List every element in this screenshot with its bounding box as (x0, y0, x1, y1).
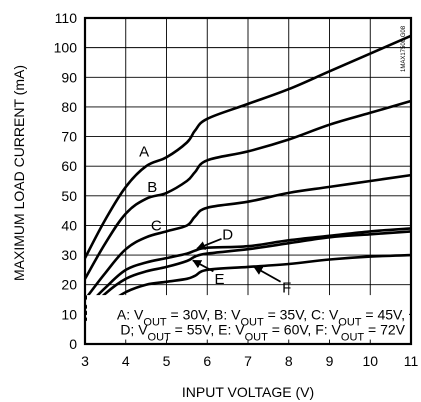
curve-b (83, 99, 412, 280)
legend-background (87, 295, 409, 340)
legend-line: D; VOUT = 55V, E: VOUT = 60V, F: VOUT = … (120, 322, 405, 344)
watermark: 1MAX17500 G08 (401, 25, 407, 72)
y-tick-label: 30 (61, 247, 77, 263)
curve-label-c: C (151, 217, 162, 234)
curve-e (84, 230, 412, 316)
y-tick-label: 40 (61, 217, 77, 233)
curve-label-f: F (282, 280, 291, 297)
curve-c (83, 173, 412, 301)
curve-label-a: A (139, 143, 149, 160)
curve-label-d: D (222, 226, 233, 243)
x-tick-label: 9 (326, 353, 334, 369)
arrow-e (192, 259, 214, 273)
x-tick-label: 6 (203, 353, 211, 369)
y-tick-label: 0 (69, 336, 77, 352)
curve-d (84, 227, 412, 310)
legend-box (87, 295, 409, 340)
x-axis-label: INPUT VOLTAGE (V) (182, 384, 314, 400)
x-tick-label: 4 (122, 353, 130, 369)
x-tick-label: 11 (404, 353, 419, 369)
curve-label-e: E (214, 271, 224, 288)
plot-frame (83, 16, 413, 346)
curves (83, 34, 412, 322)
curve-labels: A B C D E F (139, 143, 291, 296)
y-tick-label: 50 (61, 188, 77, 204)
y-axis-label: MAXIMUM LOAD CURRENT (mA) (11, 65, 27, 281)
x-tick-label: 7 (244, 353, 252, 369)
y-tick-label: 110 (55, 10, 78, 26)
y-tick-label: 20 (61, 277, 77, 293)
y-tick-label: 80 (61, 99, 77, 115)
legend-line: A: VOUT = 30V, B: VOUT = 35V, C: VOUT = … (117, 306, 405, 328)
x-tick-label: 5 (163, 353, 171, 369)
y-tick-label: 70 (61, 129, 77, 145)
x-tick-label: 10 (362, 353, 378, 369)
y-tick-label: 60 (61, 158, 77, 174)
curve-label-b: B (147, 179, 157, 196)
arrow-d (196, 237, 222, 250)
arrow-f (253, 266, 282, 283)
x-tick-label: 8 (285, 353, 293, 369)
legend: A: VOUT = 30V, B: VOUT = 35V, C: VOUT = … (117, 306, 406, 343)
curve-f (84, 253, 412, 322)
y-tick-label: 10 (61, 306, 77, 322)
label-arrows (192, 237, 282, 283)
y-tick-label: 90 (61, 69, 77, 85)
y-tick-label: 100 (54, 40, 78, 56)
x-tick-label: 3 (81, 353, 89, 369)
curve-a (83, 34, 412, 259)
